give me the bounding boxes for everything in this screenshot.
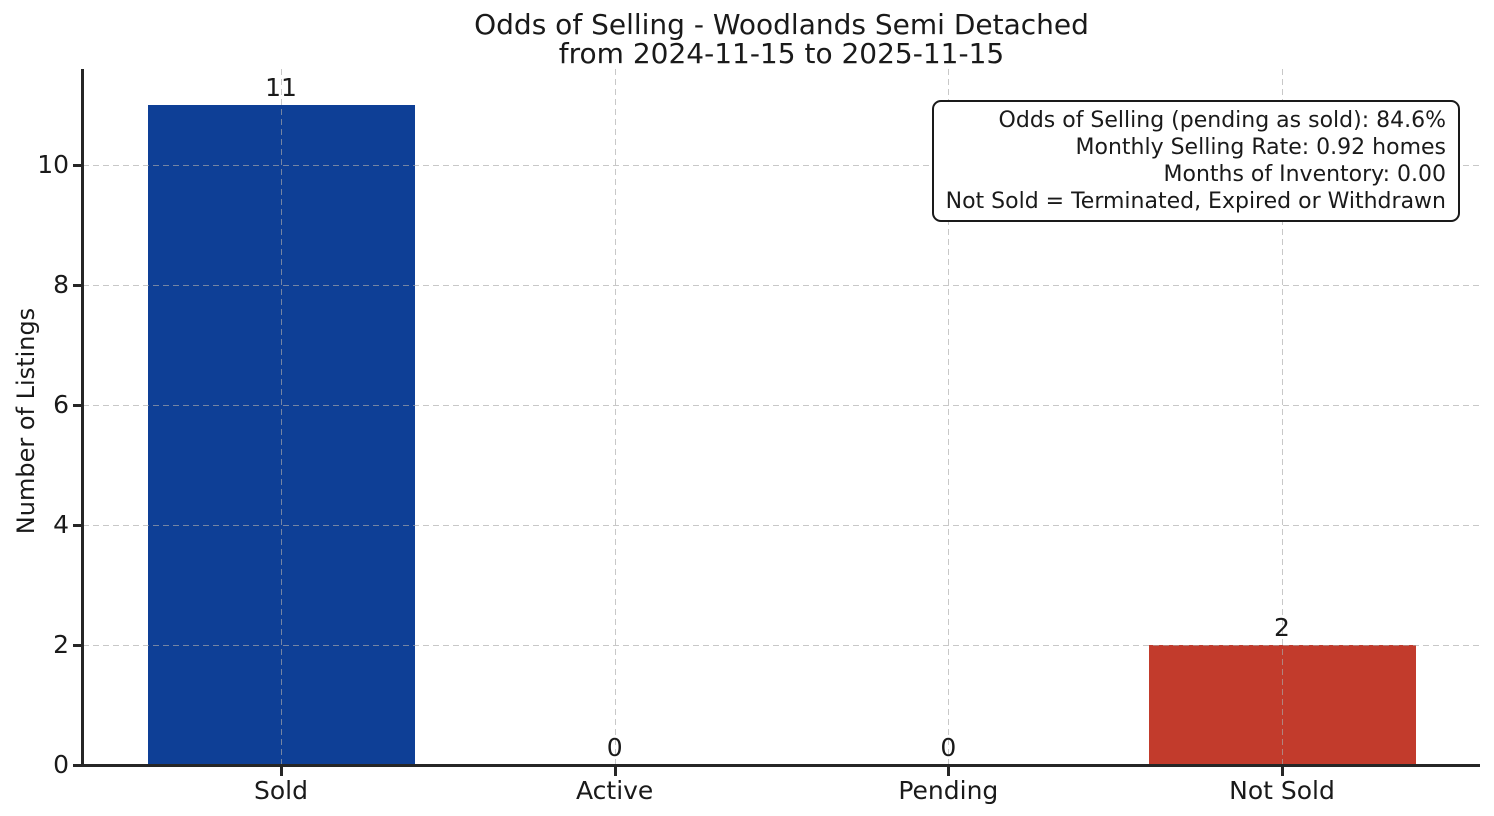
annotation-line: Odds of Selling (pending as sold): 84.6% [998,108,1446,133]
value-label-not-sold: 2 [1274,613,1290,642]
value-label-active: 0 [606,733,623,762]
value-label-pending: 0 [940,733,957,762]
grid-line-horizontal [83,165,1480,166]
chart-title: Odds of Selling - Woodlands Semi Detache… [83,10,1480,68]
y-tick-mark [73,284,82,287]
x-tick-label-pending: Pending [898,776,999,805]
y-tick-label: 2 [53,630,69,659]
y-tick-mark [73,524,82,527]
grid-line-horizontal [83,645,1480,646]
x-tick-mark [947,767,951,776]
x-tick-label-active: Active [575,776,654,805]
annotation-line: Monthly Selling Rate: 0.92 homes [1075,135,1446,160]
grid-line-vertical [614,69,616,765]
chart-title-line1: Odds of Selling - Woodlands Semi Detache… [474,8,1089,41]
y-tick-label: 8 [53,270,69,299]
x-tick-label-sold: Sold [254,776,308,805]
y-axis-spine [81,69,84,767]
x-tick-mark [1281,767,1284,776]
x-tick-mark [613,767,617,776]
y-tick-label: 0 [53,750,69,779]
x-tick-mark [280,767,283,776]
y-tick-label: 10 [37,150,69,179]
grid-line-vertical [281,69,282,765]
grid-line-vertical [948,69,950,765]
grid-line-vertical [1282,69,1283,765]
x-tick-label-not-sold: Not Sold [1229,776,1335,805]
annotation-line: Months of Inventory: 0.00 [1163,162,1446,187]
y-tick-mark [73,164,82,167]
y-tick-mark [73,764,82,767]
grid-line-horizontal [83,405,1480,406]
value-label-sold: 11 [265,73,297,102]
x-axis-spine [83,764,1480,767]
y-tick-mark [73,644,82,647]
grid-line-horizontal [83,285,1480,286]
annotation-box: Odds of Selling (pending as sold): 84.6%… [931,100,1460,222]
annotation-line: Not Sold = Terminated, Expired or Withdr… [945,189,1446,214]
chart-title-line2: from 2024-11-15 to 2025-11-15 [558,37,1005,70]
grid-line-horizontal [83,525,1480,526]
y-tick-label: 6 [53,390,69,419]
y-tick-label: 4 [53,510,69,539]
y-tick-mark [73,404,82,407]
